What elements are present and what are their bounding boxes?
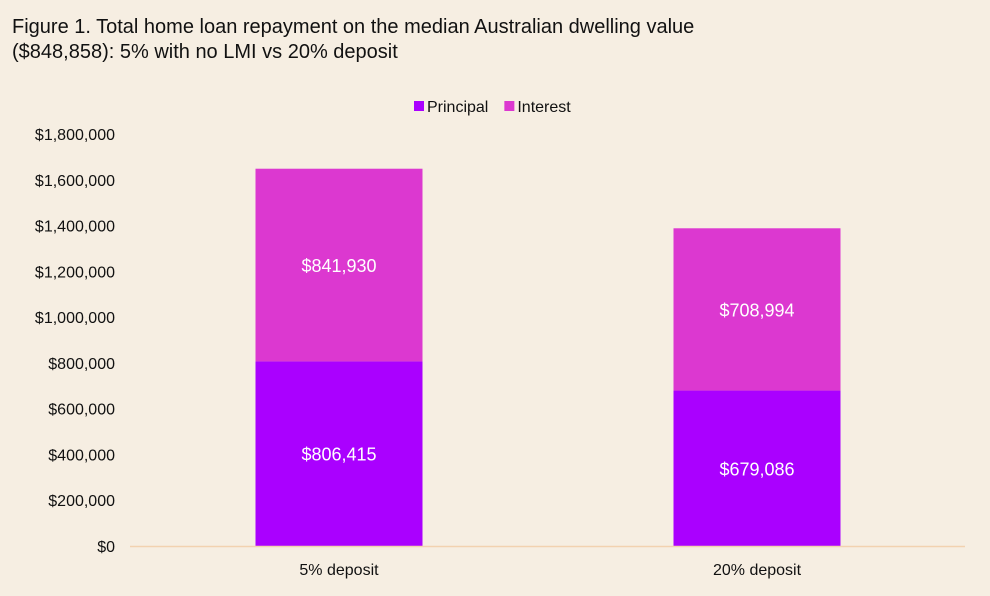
x-tick-label: 20% deposit (713, 562, 802, 579)
data-label: $679,086 (719, 459, 794, 479)
data-label: $841,930 (301, 256, 376, 276)
bar-interest (673, 228, 841, 391)
y-tick-label: $0 (97, 539, 115, 556)
y-tick-label: $1,800,000 (35, 127, 115, 144)
data-label: $708,994 (719, 300, 794, 320)
y-tick-label: $1,000,000 (35, 310, 115, 327)
y-tick-label: $200,000 (48, 493, 115, 510)
bar-principal (255, 361, 423, 546)
legend-swatch-interest (504, 101, 515, 111)
legend-label-principal: Principal (427, 99, 488, 116)
data-label: $806,415 (301, 445, 376, 465)
bar-interest (255, 168, 423, 362)
legend-label-interest: Interest (517, 99, 571, 116)
chart-title: Figure 1. Total home loan repayment on t… (12, 15, 694, 65)
y-tick-label: $1,200,000 (35, 264, 115, 281)
y-tick-label: $600,000 (48, 402, 115, 419)
y-tick-label: $800,000 (48, 356, 115, 373)
title-line-2: ($848,858): 5% with no LMI vs 20% deposi… (12, 41, 398, 63)
y-tick-label: $400,000 (48, 447, 115, 464)
y-tick-label: $1,600,000 (35, 173, 115, 190)
y-tick-label: $1,400,000 (35, 219, 115, 236)
x-tick-label: 5% deposit (299, 562, 379, 579)
title-line-1: Figure 1. Total home loan repayment on t… (12, 16, 695, 38)
legend-swatch-principal (414, 101, 424, 111)
bar-principal (673, 390, 841, 546)
